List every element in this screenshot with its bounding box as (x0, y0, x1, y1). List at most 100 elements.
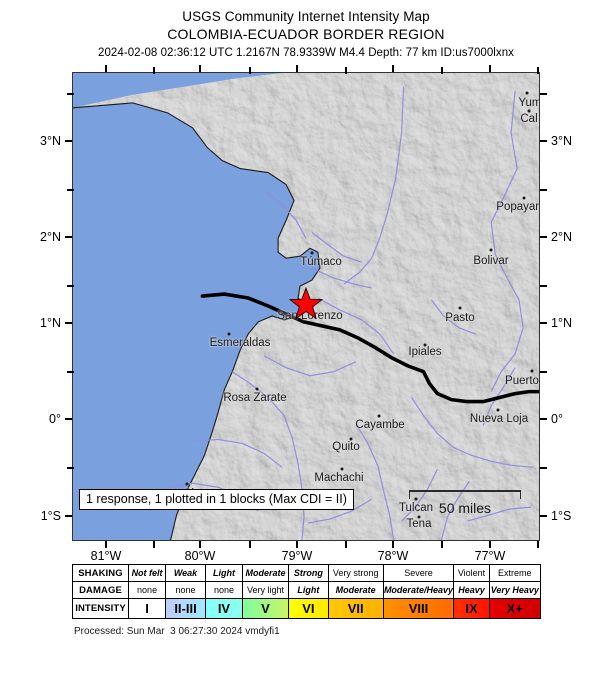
region-title: COLOMBIA-ECUADOR BORDER REGION (167, 26, 445, 42)
city-label: Cayambe (355, 419, 405, 431)
city-dot (527, 109, 531, 113)
legend-shaking-cell: Light (204, 564, 244, 582)
axis-tick (540, 515, 547, 517)
axis-tick (199, 65, 201, 72)
legend-damage-cell: none (127, 581, 167, 599)
axis-tick (489, 65, 491, 72)
y-axis-tick-label: 2°N (40, 230, 61, 244)
city-dot (489, 248, 493, 252)
legend-shaking-cell: Moderate (242, 564, 289, 582)
legend-damage-cell: Very light (242, 581, 289, 599)
axis-tick (441, 541, 443, 548)
city-dot (423, 343, 427, 347)
axis-tick (489, 541, 491, 548)
y-axis-tick-label: 0° (551, 412, 563, 426)
axis-tick (199, 541, 201, 548)
legend-damage-cell: none (204, 581, 244, 599)
city-dot (530, 369, 534, 373)
event-parameters: 2024-02-08 02:36:12 UTC 1.2167N 78.9339W… (98, 47, 514, 59)
city-dot (185, 482, 189, 486)
city-dot (458, 306, 462, 310)
city-dot (340, 467, 344, 471)
epicenter-star-icon (288, 286, 324, 321)
city-dot (417, 515, 421, 519)
city-label: Popayan (496, 201, 540, 213)
city-dot (227, 332, 231, 336)
x-axis-tick-label: 80°W (184, 549, 216, 563)
axis-tick (540, 371, 547, 373)
axis-tick (537, 541, 539, 548)
city-label: Esmeraldas (209, 337, 271, 349)
axis-tick (105, 541, 107, 548)
city-dot (255, 387, 259, 391)
axis-tick (540, 285, 547, 287)
legend-row-damage: DAMAGE none none none Very light Light Modera… (72, 581, 541, 599)
y-axis-tick-label: 1°S (551, 509, 572, 523)
city-dot (310, 251, 314, 255)
legend-shaking-cell: Weak (165, 564, 206, 582)
legend-shaking-cell: Strong (288, 564, 329, 582)
y-axis-tick-label: 2°N (551, 230, 572, 244)
axis-tick (249, 541, 251, 548)
city-label: Yum (518, 97, 540, 109)
axis-tick (296, 541, 298, 548)
y-axis-tick-label: 0° (49, 412, 61, 426)
legend-intensity-cell: V (242, 598, 289, 619)
city-dot (414, 497, 418, 501)
axis-tick (540, 236, 547, 238)
city-dot (522, 196, 526, 200)
legend-intensity-cell: IV (204, 598, 244, 619)
legend-damage-cell: none (165, 581, 206, 599)
legend-damage-cell: Heavy (453, 581, 490, 599)
legend-shaking-cell: Not felt (127, 564, 167, 582)
legend-shaking-cell: Severe (382, 564, 455, 582)
legend-row-shaking: SHAKING Not felt Weak Light Moderate Strong V… (72, 564, 541, 582)
city-dot (525, 91, 529, 95)
response-count-box: 1 response, 1 plotted in 1 blocks (Max C… (79, 489, 354, 510)
legend-shaking-cell: Violent (453, 564, 490, 582)
axis-tick (345, 541, 347, 548)
scale-bar: 50 miles (409, 490, 521, 516)
intensity-map[interactable]: Yum Cal Popayan Bolivar Túmaco Pasto San Loren… (72, 72, 540, 541)
scale-bar-label: 50 miles (438, 500, 492, 516)
axis-tick (65, 322, 72, 324)
y-axis-tick-label: 3°N (551, 134, 572, 148)
legend-damage-cell: Very Heavy (488, 581, 541, 599)
legend-shaking-cell: Very strong (327, 564, 384, 582)
x-axis-tick-label: 78°W (377, 549, 409, 563)
title-block: USGS Community Internet Intensity Map CO… (0, 8, 612, 61)
legend-row-label-intensity: INTENSITY (72, 598, 129, 619)
y-axis-tick-label: 1°S (40, 509, 61, 523)
axis-tick (540, 322, 547, 324)
legend-shaking-cell: Extreme (488, 564, 541, 582)
legend-intensity-cell: VIII (382, 598, 455, 619)
x-axis-tick-label: 79°W (281, 549, 313, 563)
axis-tick (540, 93, 547, 95)
axis-tick (105, 65, 107, 72)
axis-tick (65, 236, 72, 238)
legend-row-intensity: INTENSITY I II-III IV V VI VII VIII IX X+ (72, 598, 541, 619)
city-label: Tulcan (398, 502, 434, 514)
x-axis-tick-label: 81°W (90, 549, 122, 563)
legend-intensity-cell: II-III (165, 598, 206, 619)
x-axis-tick-label: 77°W (474, 549, 506, 563)
city-label: Tena (406, 518, 432, 530)
city-label: Machachi (314, 472, 364, 484)
legend-damage-cell: Light (288, 581, 329, 599)
axis-tick (65, 418, 72, 420)
axis-tick (540, 418, 547, 420)
city-dot (377, 414, 381, 418)
y-axis-tick-label: 1°N (40, 316, 61, 330)
city-label: Ipiales (408, 346, 442, 358)
legend-damage-cell: Moderate (327, 581, 384, 599)
axis-tick (392, 65, 394, 72)
city-label: San Lorenzo (277, 310, 343, 322)
axis-tick (540, 140, 547, 142)
processed-timestamp: Processed: Sun Mar 3 06:27:30 2024 vmdyf… (74, 626, 280, 637)
legend-intensity-cell: VI (288, 598, 329, 619)
scale-bar-line (409, 490, 521, 499)
intensity-legend-table: SHAKING Not felt Weak Light Moderate Strong V… (72, 564, 541, 619)
city-label: Nueva Loja (469, 413, 529, 425)
axis-tick (65, 515, 72, 517)
city-label: Cal (520, 113, 538, 125)
